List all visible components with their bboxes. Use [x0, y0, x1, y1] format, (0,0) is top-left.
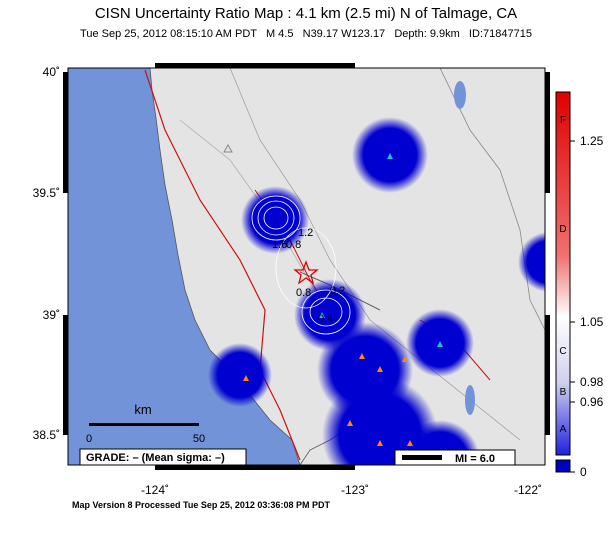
grade-letter: F [560, 115, 566, 126]
scale-line [89, 423, 199, 426]
map-area: 1.6 0.8 1.2 0.8 0.2 0.4 MI = 6.0 [68, 68, 545, 465]
colorbar-label: 0 [580, 465, 587, 479]
colorbar-base [555, 459, 571, 473]
colorbar-label: 1.25 [580, 134, 604, 148]
title: CISN Uncertainty Ratio Map : 4.1 km (2.5… [95, 5, 517, 22]
contour-labels: 1.6 0.8 1.2 0.8 0.2 0.4 [272, 227, 345, 325]
lake [454, 81, 466, 109]
axis-labels: 40˚ 39.5˚ 39˚ 38.5˚ -124˚ -123˚ -122˚ [33, 65, 542, 497]
footer: Map Version 8 Processed Tue Sep 25, 2012… [72, 500, 330, 510]
contours [251, 195, 351, 335]
contour-label: 0.8 [296, 287, 311, 299]
colorbar-label: 0.98 [580, 375, 604, 389]
contour-label: 1.6 [272, 239, 287, 251]
colorbar-grades: F D C B A [559, 115, 566, 435]
fault-line [144, 69, 301, 461]
colorbar-scale [555, 91, 571, 456]
contour-label: 0.4 [318, 313, 333, 325]
scale-unit: km [134, 402, 151, 417]
lat-label: 40˚ [43, 65, 60, 79]
grade-letter: B [560, 387, 567, 398]
scale-bar: km 0 50 [86, 402, 205, 445]
station-inactive [223, 143, 233, 153]
lon-label: -124˚ [141, 483, 169, 497]
lon-label: -122˚ [514, 483, 542, 497]
contour-label: 1.2 [298, 227, 313, 239]
scale-end: 50 [193, 433, 205, 445]
uncertainty-blob [208, 343, 272, 407]
lake [465, 385, 475, 415]
uncertainty-blob [518, 232, 545, 292]
colorbar-labels: 1.25 1.05 0.98 0.96 0 [580, 134, 604, 479]
lat-label: 39˚ [43, 308, 60, 322]
lon-label: -123˚ [341, 483, 369, 497]
frame-ticks [63, 63, 550, 470]
subtitle: Tue Sep 25, 2012 08:15:10 AM PDT M 4.5 N… [80, 28, 532, 40]
grade-letter: D [559, 224, 566, 235]
colorbar: F D C B A 1.25 1.05 0.98 0.96 0 [555, 91, 604, 479]
stations [319, 153, 443, 347]
mi-legend: MI = 6.0 [455, 453, 495, 465]
colorbar-ticks [570, 140, 575, 473]
lat-label: 39.5˚ [33, 186, 60, 200]
colorbar-label: 0.96 [580, 395, 604, 409]
contour-label: 0.8 [286, 239, 301, 251]
mi-legend-bar [402, 455, 442, 460]
scale-start: 0 [86, 433, 92, 445]
mi-legend-box [394, 449, 516, 465]
grade-letter: C [559, 346, 566, 357]
lat-label: 38.5˚ [33, 428, 60, 442]
county-line [439, 68, 545, 331]
grade: GRADE: – (Mean sigma: –) [86, 452, 225, 464]
grade-box [79, 448, 247, 466]
grade-letter: A [560, 424, 567, 435]
contour-label: 0.2 [330, 285, 345, 297]
colorbar-label: 1.05 [580, 315, 604, 329]
epicenter-star [293, 260, 319, 285]
